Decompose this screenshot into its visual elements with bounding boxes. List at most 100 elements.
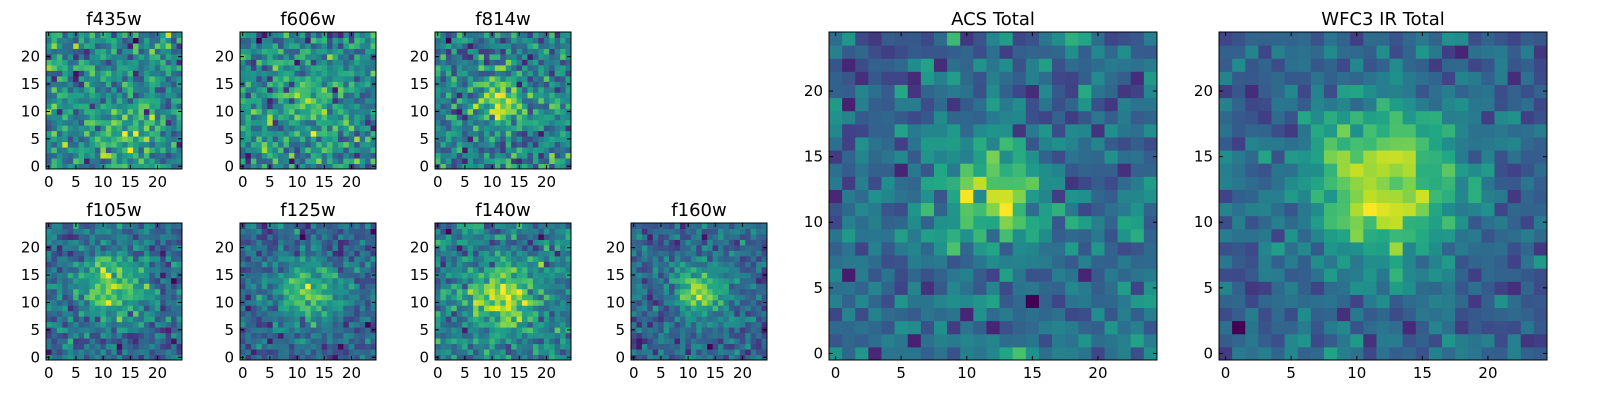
heatmap-cell [105, 42, 112, 49]
heatmap-cell [728, 338, 735, 345]
heatmap-cell [641, 343, 648, 350]
heatmap-cell [473, 103, 480, 110]
heatmap-cell [56, 305, 63, 312]
heatmap-cell [138, 223, 145, 229]
heatmap-cell [565, 349, 572, 356]
heatmap-cell [294, 130, 301, 137]
heatmap-cell [734, 349, 741, 356]
heatmap-cell [62, 327, 69, 334]
heatmap-cell [641, 299, 648, 306]
heatmap-cell [522, 53, 528, 60]
heatmap-cell [78, 266, 85, 273]
heatmap-cell [532, 136, 539, 143]
heatmap-cell [160, 141, 167, 148]
heatmap-cell [707, 223, 714, 229]
heatmap-cell [294, 136, 301, 143]
heatmap-cell [652, 299, 659, 306]
axes-frame [45, 31, 183, 170]
heatmap-cell [105, 114, 112, 121]
heatmap-cell [505, 283, 512, 290]
heatmap-cell [999, 202, 1014, 217]
heatmap-cell [478, 354, 485, 361]
heatmap-cell [527, 92, 534, 99]
heatmap-cell [973, 333, 987, 348]
heatmap-cell [718, 305, 724, 312]
heatmap-cell [500, 125, 507, 132]
heatmap-cell [250, 310, 257, 317]
heatmap-cell [78, 343, 85, 350]
heatmap-cell [105, 108, 112, 115]
heatmap-cell [337, 92, 344, 99]
heatmap-cell [84, 316, 91, 323]
y-tick-label: 5 [30, 321, 40, 339]
heatmap-cell [283, 48, 290, 55]
heatmap-cell [543, 310, 550, 317]
heatmap-cell [337, 338, 344, 345]
heatmap-cell [261, 81, 268, 88]
heatmap-cell [483, 223, 490, 229]
heatmap-cell [1143, 189, 1158, 204]
heatmap-cell [154, 141, 161, 148]
heatmap-cell [105, 64, 112, 71]
heatmap-cell [718, 255, 724, 262]
heatmap-cell [89, 163, 96, 170]
heatmap-cell [1078, 176, 1092, 190]
heatmap-cell [105, 294, 112, 301]
heatmap-cell [881, 163, 896, 177]
heatmap-cell [288, 114, 295, 121]
heatmap-cell [316, 316, 323, 323]
heatmap-cell [445, 288, 452, 295]
heatmap-cell [321, 332, 328, 339]
heatmap-cell [171, 338, 178, 345]
heatmap-cell [1143, 281, 1158, 295]
heatmap-cell [549, 59, 556, 66]
heatmap-cell [89, 228, 96, 235]
heatmap-cell [267, 70, 274, 77]
heatmap-cell [133, 255, 139, 262]
heatmap-cell [511, 343, 518, 350]
heatmap-cell [473, 108, 480, 115]
heatmap-cell [842, 176, 856, 190]
heatmap-cell [299, 75, 306, 82]
heatmap-cell [51, 283, 58, 290]
heatmap-cell [855, 255, 869, 269]
heatmap-cell [631, 288, 637, 295]
heatmap-cell [451, 288, 458, 295]
heatmap-cell [105, 103, 112, 110]
heatmap-cell [154, 130, 161, 137]
heatmap-cell [560, 332, 567, 339]
heatmap-cell [696, 338, 703, 345]
heatmap-cell [133, 158, 139, 165]
heatmap-cell [532, 316, 539, 323]
heatmap-cell [283, 64, 290, 71]
heatmap-cell [532, 228, 539, 235]
heatmap-cell [445, 152, 452, 159]
heatmap-cell [354, 266, 361, 273]
heatmap-cell [245, 141, 252, 148]
heatmap-cell [500, 75, 507, 82]
heatmap-cell [445, 48, 452, 55]
heatmap-cell [986, 320, 1001, 335]
heatmap-cell [538, 310, 545, 317]
heatmap-cell [288, 272, 295, 279]
heatmap-cell [756, 223, 763, 229]
heatmap-cell [138, 125, 145, 132]
heatmap-cell [473, 70, 480, 77]
heatmap-cell [84, 338, 91, 345]
y-tick-label: 0 [419, 348, 429, 366]
heatmap-cell [440, 316, 447, 323]
heatmap-cell [690, 294, 697, 301]
heatmap-cell [669, 338, 676, 345]
heatmap-cell [327, 37, 333, 44]
heatmap-cell [154, 97, 161, 104]
heatmap-cell [933, 163, 948, 177]
heatmap-cell [560, 42, 567, 49]
x-tick-label: 5 [265, 364, 275, 382]
heatmap-cell [283, 305, 290, 312]
heatmap-cell [359, 103, 366, 110]
heatmap-cell [440, 255, 447, 262]
heatmap-cell [327, 244, 333, 251]
heatmap-cell [294, 42, 301, 49]
heatmap-cell [440, 299, 447, 306]
